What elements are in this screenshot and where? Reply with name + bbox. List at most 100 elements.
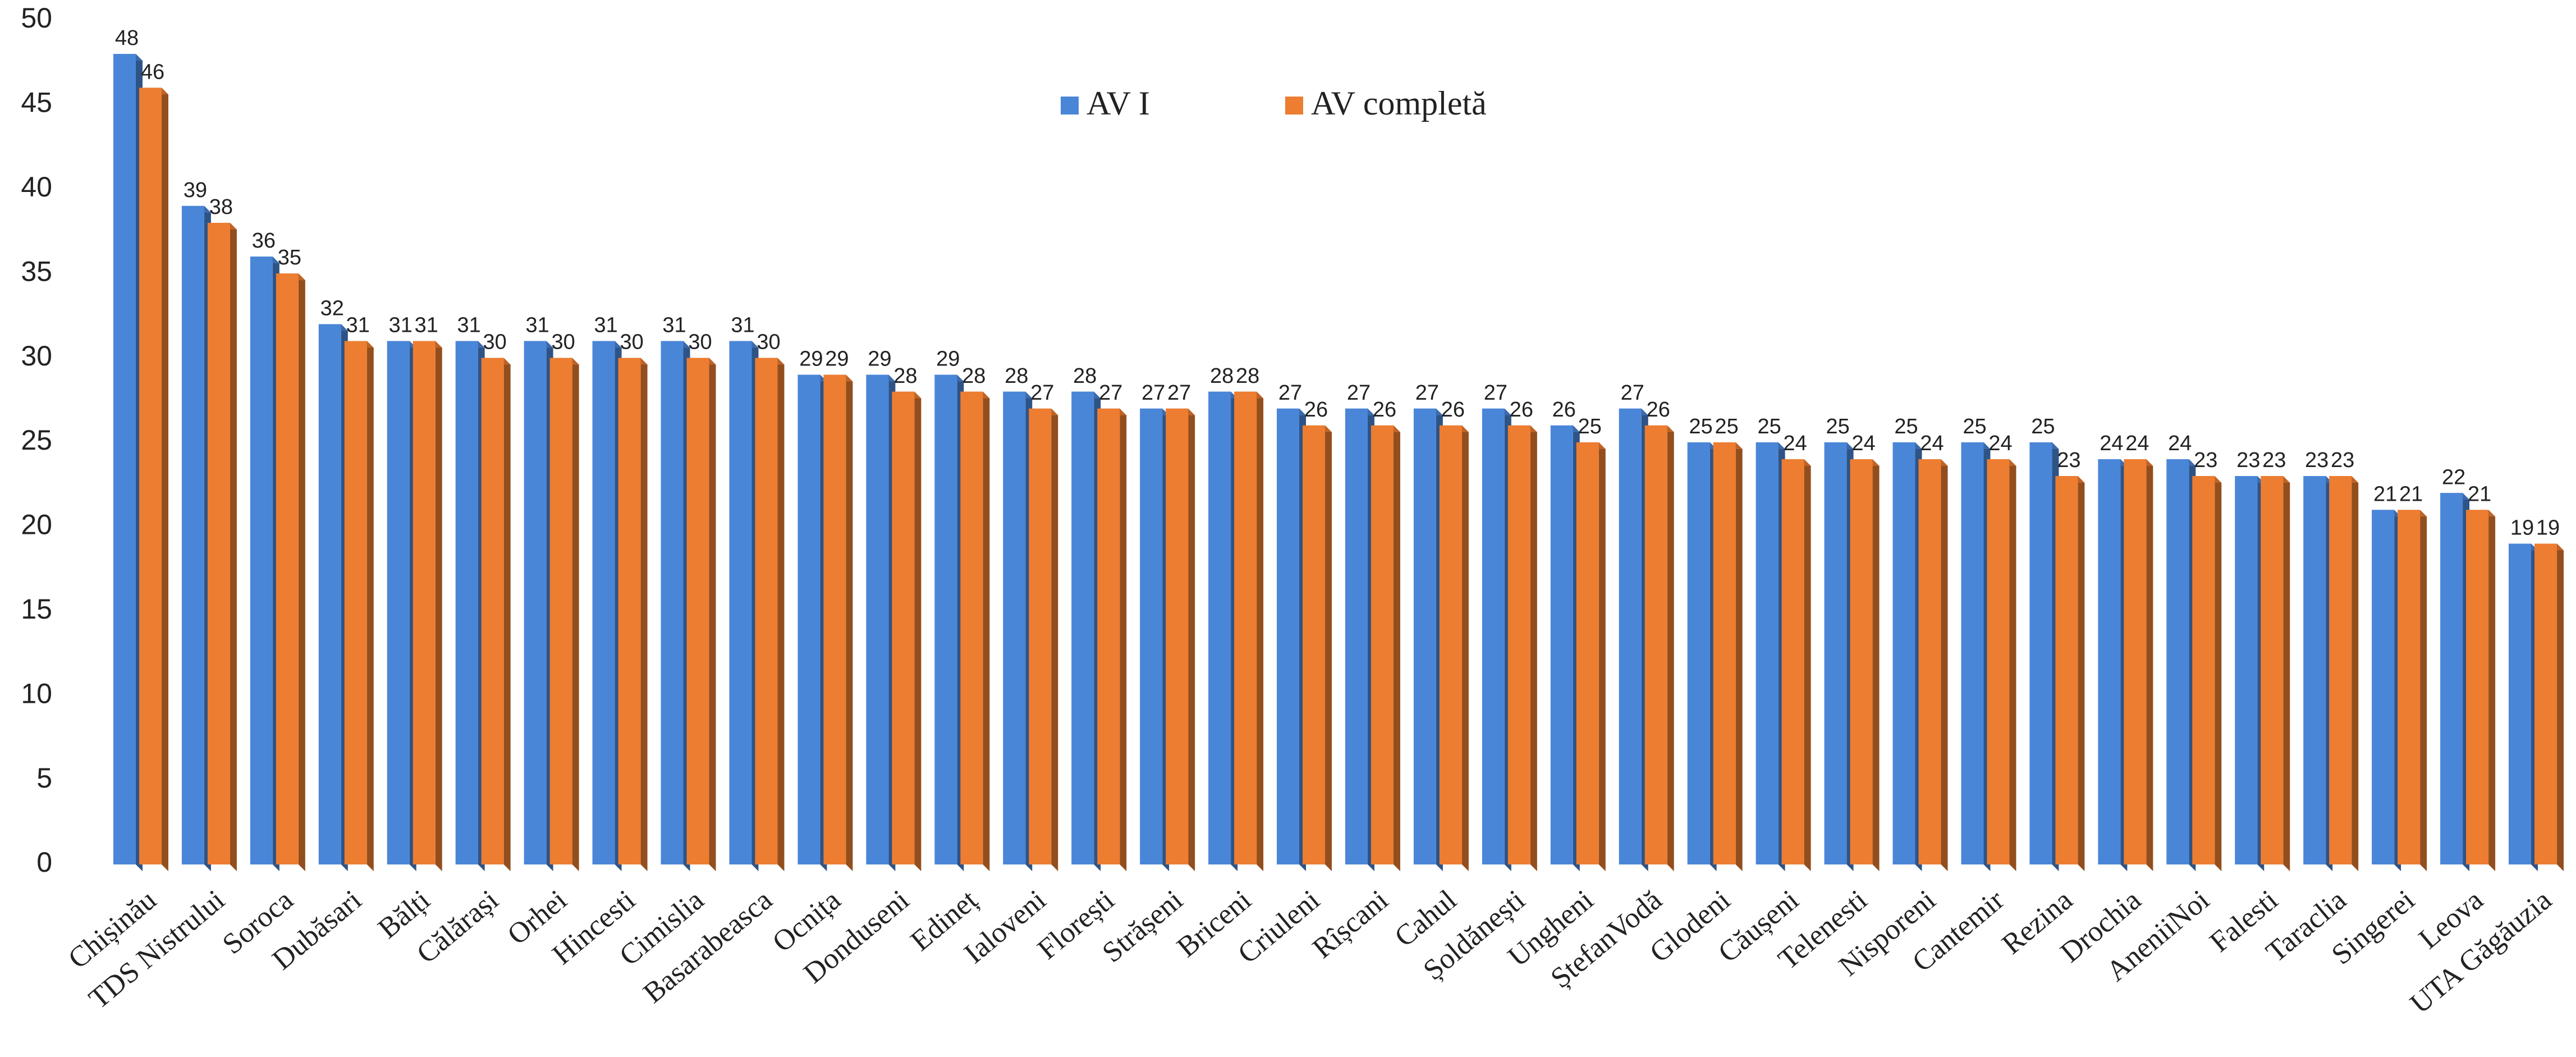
data-label: 39	[184, 179, 207, 202]
bar	[1234, 391, 1257, 864]
bar	[1687, 442, 1710, 864]
bar-side	[2078, 476, 2085, 871]
data-label: 26	[1510, 398, 1533, 422]
data-label: 28	[962, 364, 986, 388]
bar	[2398, 510, 2421, 864]
legend-swatch	[1061, 97, 1079, 115]
bar-side	[640, 358, 648, 871]
y-tick-label: 30	[21, 340, 52, 372]
bar	[1824, 442, 1847, 864]
bar	[1140, 408, 1163, 864]
bar-side	[1325, 425, 1332, 871]
data-label: 35	[278, 246, 301, 269]
bar	[181, 205, 204, 864]
bar	[1576, 442, 1599, 864]
bar-side	[1872, 459, 1880, 871]
bar-side	[846, 374, 853, 871]
bar	[1850, 459, 1873, 864]
data-label: 25	[1963, 415, 1986, 438]
data-label: 24	[2125, 432, 2149, 455]
bar-side	[2352, 476, 2359, 871]
bar	[892, 391, 915, 864]
data-label: 28	[893, 364, 917, 388]
bar	[2261, 476, 2284, 864]
bar	[1482, 408, 1505, 864]
bar-side	[572, 358, 579, 871]
data-label: 48	[115, 26, 139, 50]
data-label: 28	[1073, 364, 1097, 388]
bar	[2509, 543, 2532, 864]
bar	[2466, 510, 2489, 864]
bar	[1713, 442, 1736, 864]
bar	[113, 54, 136, 864]
data-label: 27	[1484, 381, 1507, 405]
bar-side	[1393, 425, 1400, 871]
y-tick-label: 15	[21, 593, 52, 625]
data-label: 27	[1167, 381, 1191, 405]
bar	[2329, 476, 2352, 864]
bar-side	[2420, 510, 2427, 871]
bar	[1550, 425, 1573, 864]
data-label: 31	[415, 314, 438, 337]
bar	[1370, 425, 1394, 864]
data-label: 26	[1304, 398, 1328, 422]
data-label: 25	[1757, 415, 1781, 438]
data-label: 27	[1278, 381, 1302, 405]
data-label: 19	[2536, 516, 2560, 540]
data-label: 22	[2442, 465, 2465, 489]
bar	[524, 341, 547, 864]
bar-side	[2009, 459, 2016, 871]
data-label: 30	[688, 331, 712, 354]
bar	[729, 341, 752, 864]
data-label: 23	[2305, 449, 2329, 472]
bar	[1619, 408, 1642, 864]
data-label: 26	[1647, 398, 1670, 422]
bar-side	[1735, 442, 1743, 871]
data-label: 24	[2168, 432, 2192, 455]
bar	[1097, 408, 1120, 864]
bar	[1507, 425, 1530, 864]
data-label: 19	[2510, 516, 2534, 540]
data-label: 29	[799, 347, 823, 371]
data-label: 24	[1783, 432, 1807, 455]
bar	[1918, 459, 1941, 864]
bar-side	[2557, 543, 2564, 871]
data-label: 27	[1030, 381, 1054, 405]
data-label: 23	[2262, 449, 2286, 472]
bar	[2166, 459, 2189, 864]
data-label: 31	[662, 314, 686, 337]
bar-side	[366, 341, 374, 871]
data-label: 38	[209, 195, 233, 219]
bar	[1166, 408, 1189, 864]
data-label: 23	[2194, 449, 2217, 472]
bar-side	[1461, 425, 1469, 871]
bar-side	[2215, 476, 2222, 871]
data-label: 28	[1210, 364, 1234, 388]
bar	[1755, 442, 1779, 864]
data-label: 29	[825, 347, 849, 371]
bar	[2372, 510, 2395, 864]
bar	[1644, 425, 1667, 864]
data-label: 27	[1347, 381, 1370, 405]
bar-side	[2283, 476, 2290, 871]
bar-side	[1667, 425, 1674, 871]
bar	[1277, 408, 1300, 864]
bar	[1413, 408, 1436, 864]
bar-side	[1051, 408, 1058, 871]
data-label: 27	[1621, 381, 1644, 405]
data-label: 31	[731, 314, 754, 337]
bar	[276, 273, 299, 865]
data-label: 24	[1988, 432, 2012, 455]
bar-side	[1188, 408, 1195, 871]
data-label: 32	[320, 296, 344, 320]
bar-side	[1120, 408, 1127, 871]
y-tick-label: 50	[21, 2, 52, 34]
y-tick-label: 0	[36, 846, 52, 878]
data-label: 23	[2057, 449, 2080, 472]
bar	[2440, 493, 2463, 864]
bar-side	[2146, 459, 2153, 871]
bar	[139, 88, 162, 864]
data-label: 25	[1826, 415, 1849, 438]
bar-side	[298, 273, 305, 872]
